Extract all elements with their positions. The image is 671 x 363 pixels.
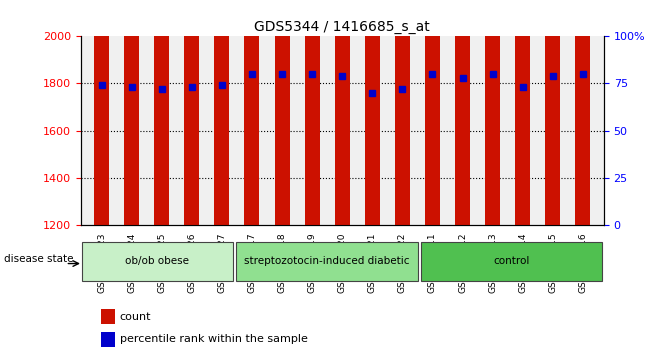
Bar bbox=[274, 0, 290, 225]
Bar bbox=[101, 309, 115, 324]
Text: streptozotocin-induced diabetic: streptozotocin-induced diabetic bbox=[244, 256, 409, 266]
Bar bbox=[425, 0, 440, 225]
Bar bbox=[185, 0, 199, 225]
Title: GDS5344 / 1416685_s_at: GDS5344 / 1416685_s_at bbox=[254, 20, 430, 34]
Text: control: control bbox=[493, 256, 529, 266]
Bar bbox=[305, 0, 319, 225]
Bar bbox=[395, 0, 410, 225]
Bar bbox=[515, 0, 530, 225]
FancyBboxPatch shape bbox=[236, 242, 417, 281]
Text: percentile rank within the sample: percentile rank within the sample bbox=[119, 334, 307, 344]
Bar bbox=[124, 0, 139, 225]
Bar bbox=[485, 0, 500, 225]
Bar bbox=[154, 0, 169, 225]
Text: ob/ob obese: ob/ob obese bbox=[125, 256, 189, 266]
Bar bbox=[244, 0, 260, 225]
Bar bbox=[94, 0, 109, 225]
Bar bbox=[575, 0, 590, 225]
Bar bbox=[214, 0, 229, 225]
FancyBboxPatch shape bbox=[421, 242, 603, 281]
Bar bbox=[455, 0, 470, 225]
Bar bbox=[101, 332, 115, 347]
Text: disease state: disease state bbox=[5, 254, 74, 264]
Bar bbox=[335, 0, 350, 225]
Text: count: count bbox=[119, 311, 151, 322]
FancyBboxPatch shape bbox=[82, 242, 233, 281]
Bar bbox=[365, 0, 380, 225]
Bar bbox=[546, 0, 560, 225]
